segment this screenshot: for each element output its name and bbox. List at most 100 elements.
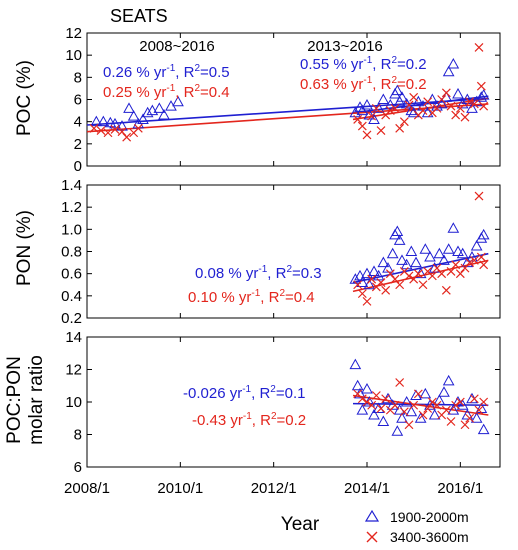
- y-tick-label: 0.4: [61, 288, 82, 305]
- y-tick-label: 0: [74, 158, 82, 175]
- data-point-x: [376, 404, 386, 413]
- data-point-x: [476, 252, 486, 262]
- data-point-x: [390, 274, 400, 284]
- trend-annotation: -0.026 yr-1, R2=0.1: [183, 384, 305, 402]
- y-tick-label: 4: [74, 114, 82, 131]
- y-tick-label: 8: [74, 427, 82, 444]
- data-point-x: [362, 130, 372, 140]
- data-point-x: [479, 260, 489, 270]
- data-point-triangle: [477, 89, 490, 100]
- y-tick-label: 12: [65, 362, 82, 379]
- data-point-triangle: [141, 106, 154, 118]
- data-point-triangle: [123, 102, 135, 113]
- data-point-x: [399, 117, 409, 127]
- data-point-triangle: [433, 247, 446, 259]
- data-point-x: [455, 397, 465, 407]
- data-point-x: [367, 111, 377, 121]
- data-point-x: [432, 103, 442, 113]
- data-point-triangle: [470, 412, 483, 423]
- y-tick-label: 6: [74, 459, 82, 476]
- trend-annotation: 0.10 % yr-1, R2=0.4: [188, 288, 315, 306]
- data-point-x: [476, 81, 486, 91]
- data-point-x: [353, 115, 363, 124]
- data-point-triangle: [368, 265, 380, 276]
- y-tick-label: 1.4: [61, 177, 82, 194]
- y-tick-label: 1.2: [61, 199, 82, 216]
- data-point-triangle: [452, 87, 464, 99]
- data-point-triangle: [433, 394, 446, 405]
- y-tick-label: 14: [65, 329, 82, 346]
- data-point-triangle: [153, 102, 166, 113]
- data-point-x: [117, 127, 127, 137]
- data-point-triangle: [447, 404, 460, 415]
- data-point-x: [404, 420, 414, 430]
- legend-marker-x: [366, 531, 378, 543]
- trend-annotation: 0.63 % yr-1, R2=0.2: [300, 75, 427, 93]
- data-point-triangle: [477, 228, 490, 240]
- trend-annotation: 0.26 % yr-1, R2=0.5: [103, 63, 230, 81]
- x-tick-label: 2010/1: [157, 480, 203, 497]
- data-point-x: [367, 400, 377, 410]
- data-point-x: [413, 389, 423, 399]
- data-point-x: [357, 394, 367, 404]
- data-point-triangle: [442, 374, 455, 386]
- data-point-x: [357, 289, 367, 299]
- data-point-triangle: [456, 399, 469, 410]
- legend-marker-triangle: [364, 509, 380, 522]
- data-point-x: [437, 269, 447, 279]
- data-point-x: [441, 88, 451, 98]
- ylabel-ratio-line1: POC:PON: [4, 356, 25, 444]
- data-point-triangle: [442, 65, 455, 77]
- data-point-x: [432, 400, 442, 410]
- data-point-x: [409, 274, 419, 284]
- panel-2: 6 8 10 12 14 -0.026 yr-1, R2=0.1 -0.43 yr-1, R…: [65, 329, 501, 476]
- data-point-x: [357, 121, 367, 131]
- data-point-triangle: [428, 408, 441, 420]
- data-point-x: [353, 280, 363, 290]
- data-point-x: [460, 420, 470, 430]
- trend-annotation: 0.55 % yr-1, R2=0.2: [300, 55, 427, 73]
- data-point-x: [133, 123, 143, 133]
- data-point-x: [385, 106, 395, 116]
- data-point-triangle: [109, 117, 121, 129]
- data-point-x: [451, 400, 461, 410]
- data-point-x: [371, 103, 381, 113]
- legend-label: 1900-2000m: [390, 509, 469, 525]
- data-point-x: [122, 132, 132, 142]
- data-point-x: [395, 123, 405, 133]
- data-point-triangle: [400, 395, 413, 407]
- data-point-triangle: [127, 110, 140, 121]
- data-point-triangle: [396, 91, 408, 102]
- y-tick-label: 0.6: [61, 266, 82, 283]
- data-point-triangle: [391, 425, 404, 436]
- x-tick-label: 2016/1: [437, 480, 483, 497]
- data-point-triangle: [447, 222, 460, 233]
- data-point-triangle: [158, 108, 170, 120]
- data-point-x: [89, 123, 99, 133]
- data-point-x: [455, 103, 465, 113]
- data-point-triangle: [405, 104, 418, 116]
- data-point-x: [469, 394, 479, 404]
- y-tick-label: 10: [65, 47, 82, 64]
- y-tick-label: 10: [65, 394, 82, 411]
- data-point-x: [96, 126, 106, 135]
- data-point-triangle: [377, 415, 390, 426]
- data-point-x: [423, 97, 433, 107]
- data-point-triangle: [452, 245, 464, 256]
- data-point-triangle: [396, 254, 408, 265]
- data-point-x: [376, 126, 386, 135]
- data-point-x: [110, 125, 120, 134]
- trend-annotation: 0.08 % yr-1, R2=0.3: [195, 264, 322, 282]
- data-point-triangle: [384, 99, 397, 110]
- data-point-x: [469, 99, 479, 109]
- data-point-x: [103, 128, 113, 138]
- panel-1: 0.2 0.4 0.6 0.8 1.0 1.2 1.4 0.08 % yr-1, R2=0.3…: [61, 177, 501, 327]
- data-point-triangle: [137, 113, 149, 124]
- data-point-x: [479, 397, 489, 407]
- panel-0: 0 2 4 6 8 10 12 0.26 % yr-1, R2=0.5 0.25 % yr-1,…: [65, 25, 501, 175]
- data-point-triangle: [410, 256, 422, 268]
- data-point-triangle: [354, 269, 366, 281]
- ylabel-ratio-line2: molar ratio: [26, 355, 47, 445]
- data-point-x: [381, 394, 391, 404]
